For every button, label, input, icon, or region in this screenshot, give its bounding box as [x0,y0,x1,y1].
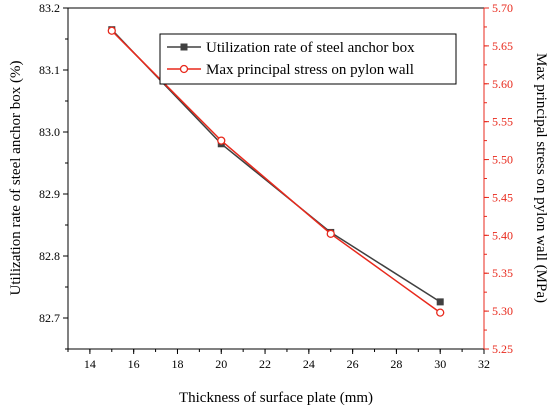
data-point-stress [326,229,335,238]
x-tick-label: 30 [434,357,446,371]
data-point-stress [436,308,445,317]
x-tick-label: 16 [128,357,140,371]
left-y-tick-label: 83.1 [39,63,60,77]
legend-label-utilization: Utilization rate of steel anchor box [206,40,415,56]
right-y-tick-label: 5.65 [492,39,513,53]
right-y-tick-label: 5.70 [492,1,513,15]
right-y-tick-label: 5.30 [492,304,513,318]
right-y-tick-label: 5.60 [492,77,513,91]
right-y-tick-label: 5.45 [492,190,513,204]
x-tick-label: 28 [390,357,402,371]
legend: Utilization rate of steel anchor box Max… [159,33,457,85]
left-y-axis-title: Utilization rate of steel anchor box (%) [8,61,24,296]
x-tick-label: 22 [259,357,271,371]
legend-marker-stress [179,64,189,74]
x-axis-ticks: 14 16 18 20 22 24 26 28 30 32 [67,349,490,371]
left-y-axis-ticks: 82.7 82.8 82.9 83.0 83.1 83.2 [39,1,68,350]
series-layer [107,26,445,317]
right-y-tick-label: 5.40 [492,228,513,242]
left-y-tick-label: 82.7 [39,311,60,325]
data-point-stress [107,26,116,35]
x-tick-label: 24 [303,357,315,371]
data-point-stress [217,136,226,145]
right-y-tick-label: 5.50 [492,153,513,167]
right-y-tick-label: 5.55 [492,115,513,129]
x-axis-title: Thickness of surface plate (mm) [179,390,373,406]
x-tick-label: 20 [215,357,227,371]
x-tick-label: 32 [478,357,490,371]
x-tick-label: 18 [171,357,183,371]
x-tick-label: 14 [84,357,96,371]
left-y-tick-label: 82.9 [39,187,60,201]
x-tick-label: 26 [347,357,359,371]
series-line-1 [111,30,441,314]
legend-label-stress: Max principal stress on pylon wall [206,62,414,78]
right-y-tick-label: 5.35 [492,266,513,280]
right-y-axis-title: Max principal stress on pylon wall (MPa) [533,53,549,303]
data-point-utilization [436,298,444,306]
right-y-axis-ticks: 5.25 5.30 5.35 5.40 5.45 5.50 5.55 5.60 5.65 5.70 [484,1,513,356]
left-y-tick-label: 82.8 [39,249,60,263]
left-y-tick-label: 83.2 [39,1,60,15]
left-y-tick-label: 83.0 [39,125,60,139]
right-y-tick-label: 5.25 [492,342,513,356]
legend-marker-utilization [180,43,188,51]
legend-box [159,33,457,85]
